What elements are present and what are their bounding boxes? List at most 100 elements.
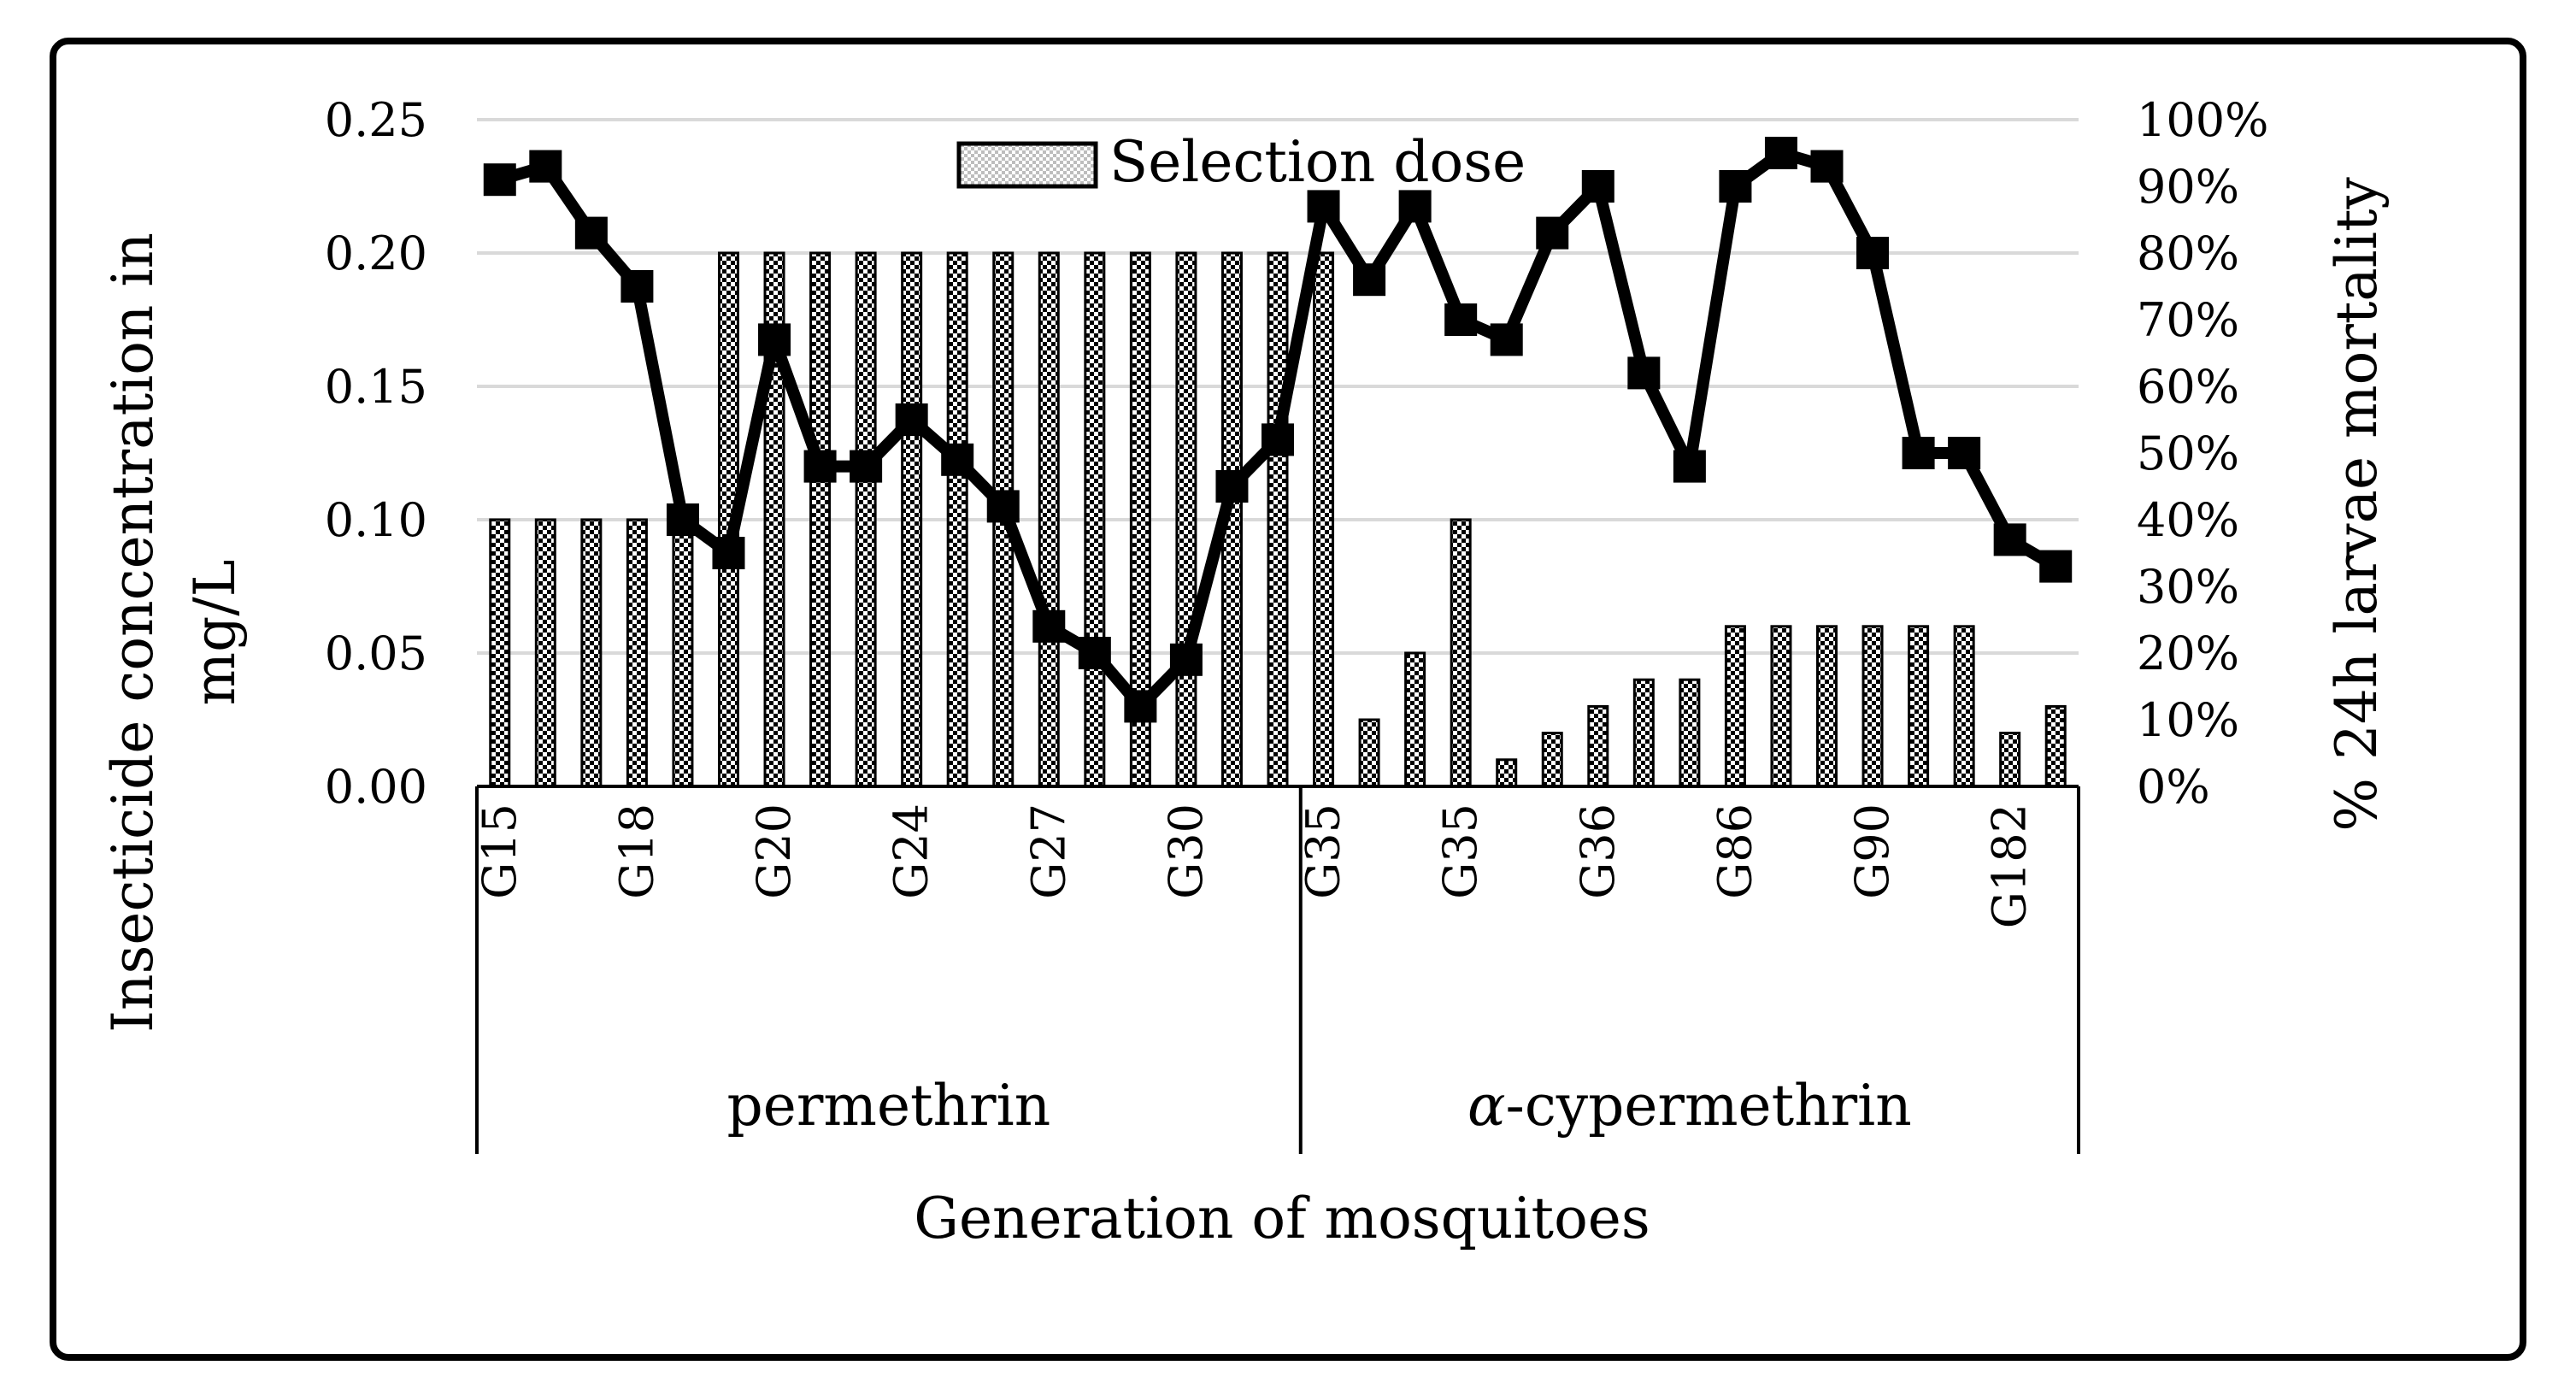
mortality-marker — [1536, 216, 1569, 250]
legend-label: Selection dose — [1109, 129, 1526, 195]
mortality-marker — [1444, 303, 1478, 336]
mortality-marker — [483, 163, 516, 197]
bar — [580, 518, 603, 788]
mortality-marker — [986, 490, 1020, 523]
mortality-marker — [941, 443, 974, 476]
bar — [1084, 251, 1106, 788]
mortality-marker — [1993, 523, 2026, 556]
legend: Selection dose — [956, 129, 1526, 195]
category-label: G15 — [473, 803, 526, 899]
bar — [2044, 704, 2067, 788]
y-axis-right-title-text: % 24h larvae mortality — [2324, 176, 2390, 831]
left-tick-label: 0.05 — [325, 627, 427, 680]
mortality-marker — [2039, 550, 2073, 583]
category-label: G90 — [1845, 803, 1899, 899]
category-label: G35 — [1433, 803, 1487, 899]
bar — [489, 518, 511, 788]
right-tick-label: 90% — [2137, 160, 2239, 214]
mortality-marker — [574, 216, 608, 250]
mortality-marker — [803, 450, 837, 483]
bar — [1450, 518, 1472, 788]
bar — [1175, 251, 1197, 788]
y-axis-right-title: % 24h larvae mortality — [2324, 176, 2390, 831]
right-tick-label: 10% — [2137, 693, 2239, 747]
mortality-marker — [666, 503, 699, 536]
mortality-marker — [1673, 450, 1706, 483]
bar — [1770, 625, 1792, 788]
mortality-marker — [1948, 437, 1981, 469]
x-axis-title: Generation of mosquitoes — [914, 1186, 1650, 1251]
category-label: G18 — [609, 803, 663, 899]
mortality-marker — [1490, 323, 1523, 356]
mortality-marker — [895, 403, 928, 436]
category-label: G30 — [1159, 803, 1213, 899]
group-label: permethrin — [727, 1073, 1051, 1139]
bar — [1861, 625, 1884, 788]
mortality-marker — [1307, 190, 1340, 223]
right-tick-label: 100% — [2137, 93, 2268, 147]
mortality-marker — [1124, 690, 1157, 723]
bar — [901, 251, 923, 788]
bar — [626, 518, 648, 788]
bar — [1358, 718, 1380, 788]
left-tick-label: 0.00 — [325, 760, 427, 814]
y-axis-left-title-line-2: mg/L — [182, 560, 248, 706]
bar-series-selection-dose — [489, 251, 2067, 788]
left-tick-label: 0.25 — [325, 93, 427, 147]
category-label: G20 — [747, 803, 801, 899]
right-tick-label: 60% — [2137, 360, 2239, 414]
mortality-marker — [758, 323, 791, 356]
bar — [672, 518, 694, 788]
category-label: G182 — [1983, 803, 2037, 928]
bar — [1404, 651, 1426, 788]
group-label: α-cypermethrin — [1467, 1073, 1912, 1139]
bar — [809, 251, 832, 788]
bar — [1496, 758, 1518, 788]
line-series-mortality — [483, 137, 2073, 723]
mortality-marker — [1856, 237, 1890, 269]
mortality-marker — [1262, 423, 1294, 456]
left-axis-ticks: 0.00 0.05 0.10 0.15 0.20 0.25 — [325, 93, 427, 814]
right-tick-label: 50% — [2137, 427, 2239, 480]
bar — [855, 251, 877, 788]
bar — [1999, 732, 2021, 788]
category-label: G24 — [885, 803, 938, 899]
category-label: G27 — [1021, 803, 1075, 899]
right-tick-label: 0% — [2137, 760, 2210, 814]
mortality-marker — [1902, 437, 1935, 469]
bar — [534, 518, 556, 788]
axes — [475, 785, 2080, 1154]
bar — [1267, 251, 1289, 788]
mortality-marker — [1810, 150, 1844, 183]
bar — [1313, 251, 1335, 788]
mortality-marker — [1078, 637, 1111, 669]
bar — [1724, 625, 1746, 788]
left-tick-label: 0.15 — [325, 360, 427, 414]
right-tick-label: 20% — [2137, 627, 2239, 680]
left-tick-label: 0.20 — [325, 227, 427, 280]
category-label: G35 — [1297, 803, 1350, 899]
bar — [946, 251, 968, 788]
y-axis-left-title-line-1: Insecticide concentration in — [100, 232, 166, 1033]
mortality-marker — [712, 537, 745, 569]
group-labels: permethrin α-cypermethrin — [727, 1073, 1912, 1139]
y-axis-left-title: Insecticide concentration in mg/L — [100, 232, 248, 1033]
mortality-marker — [620, 270, 654, 303]
mortality-marker — [1032, 609, 1066, 643]
bar — [1953, 625, 1975, 788]
bar — [1679, 678, 1701, 788]
mortality-marker — [529, 150, 562, 183]
mortality-marker — [1353, 263, 1386, 297]
bar — [1541, 732, 1563, 788]
right-tick-label: 70% — [2137, 293, 2239, 347]
category-label: G86 — [1708, 803, 1761, 899]
right-tick-label: 40% — [2137, 493, 2239, 547]
mortality-marker — [1581, 170, 1614, 203]
bar — [1908, 625, 1930, 788]
legend-swatch — [956, 141, 1098, 189]
mortality-marker — [1627, 356, 1661, 390]
mortality-marker — [1398, 190, 1432, 223]
bar — [1038, 251, 1060, 788]
category-axis-labels: G15 G18 G20 G24 G27 G30 G35 G35 G36 G86 G90 G182 — [473, 803, 2037, 928]
